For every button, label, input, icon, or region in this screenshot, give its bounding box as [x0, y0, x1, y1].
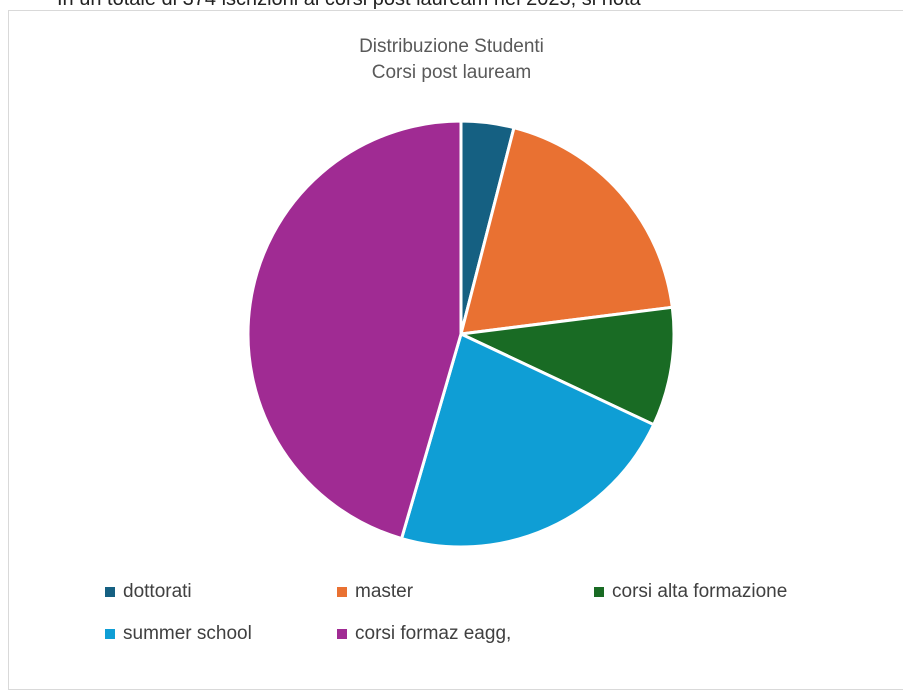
legend-item: corsi formaz eagg, — [337, 623, 511, 645]
pie-slice-corsi-formaz-eagg — [246, 119, 463, 541]
legend-item: summer school — [105, 623, 252, 645]
legend-swatch — [105, 629, 115, 639]
legend-swatch — [105, 587, 115, 597]
chart-title-line-2: Corsi post lauream — [371, 62, 532, 83]
pie-slice-summer-school — [399, 331, 656, 549]
legend-swatch — [337, 629, 347, 639]
legend-item: dottorati — [105, 581, 192, 603]
legend-label: corsi alta formazione — [612, 581, 788, 602]
legend-swatch — [337, 587, 347, 597]
legend-label: dottorati — [123, 581, 192, 602]
legend-label: corsi formaz eagg, — [355, 623, 512, 644]
legend-item: corsi alta formazione — [594, 581, 787, 603]
legend-label: summer school — [123, 623, 252, 644]
header-text: In un totale di 374 iscrizioni ai corsi … — [57, 0, 641, 11]
pie-chart — [246, 119, 676, 549]
legend-label: master — [355, 581, 414, 602]
legend-swatch — [594, 587, 604, 597]
pie-slice-master — [458, 125, 674, 336]
pie-slice-corsi-alta-formazione — [455, 305, 676, 427]
chart-title-line-1: Distribuzione Studenti — [359, 36, 544, 57]
legend-item: master — [337, 581, 413, 603]
